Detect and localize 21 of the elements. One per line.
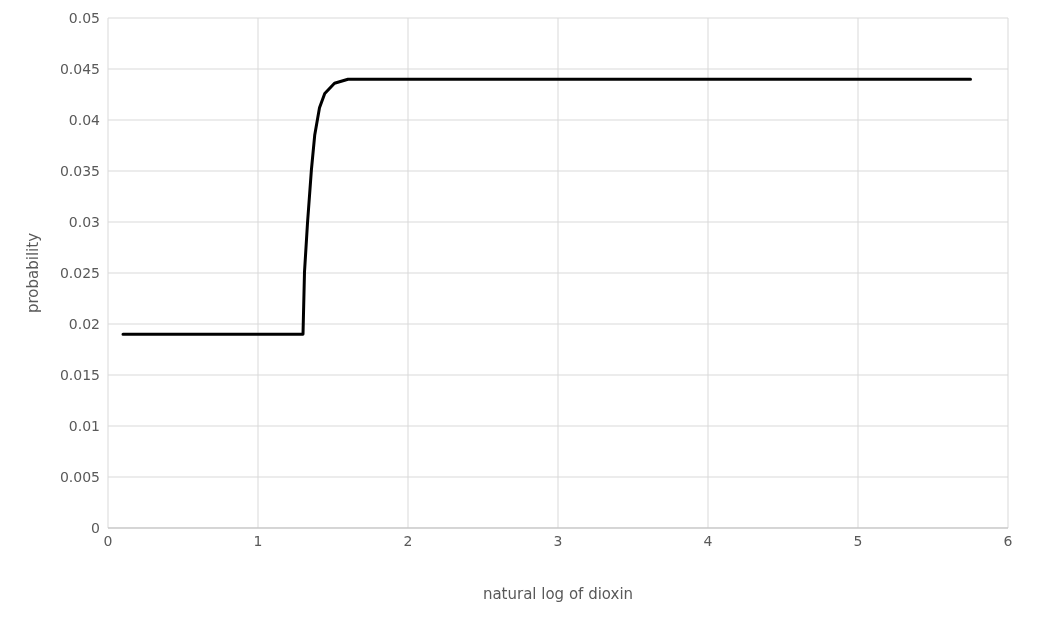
x-tick-label: 4	[703, 532, 713, 549]
x-tick-label: 5	[853, 532, 863, 549]
x-axis-title: natural log of dioxin	[482, 584, 634, 603]
y-tick-label: 0.03	[68, 213, 100, 230]
y-tick-label: 0.02	[68, 315, 100, 332]
x-tick-label: 3	[553, 532, 563, 549]
y-tick-label: 0.035	[59, 162, 100, 179]
y-tick-label: 0.05	[68, 9, 100, 26]
y-tick-label: 0.005	[59, 468, 100, 485]
x-tick-label: 1	[253, 532, 263, 549]
y-tick-label: 0.025	[59, 264, 100, 281]
x-tick-label: 6	[1003, 532, 1013, 549]
y-tick-label: 0.01	[68, 417, 100, 434]
y-tick-label: 0	[91, 519, 100, 536]
y-tick-label: 0.015	[59, 366, 100, 383]
y-tick-label: 0.045	[59, 60, 100, 77]
line-series	[121, 77, 972, 336]
y-tick-label: 0.04	[68, 111, 101, 128]
y-axis-title: probability	[24, 232, 43, 314]
x-tick-label: 0	[103, 532, 113, 549]
x-tick-label: 2	[403, 532, 413, 549]
